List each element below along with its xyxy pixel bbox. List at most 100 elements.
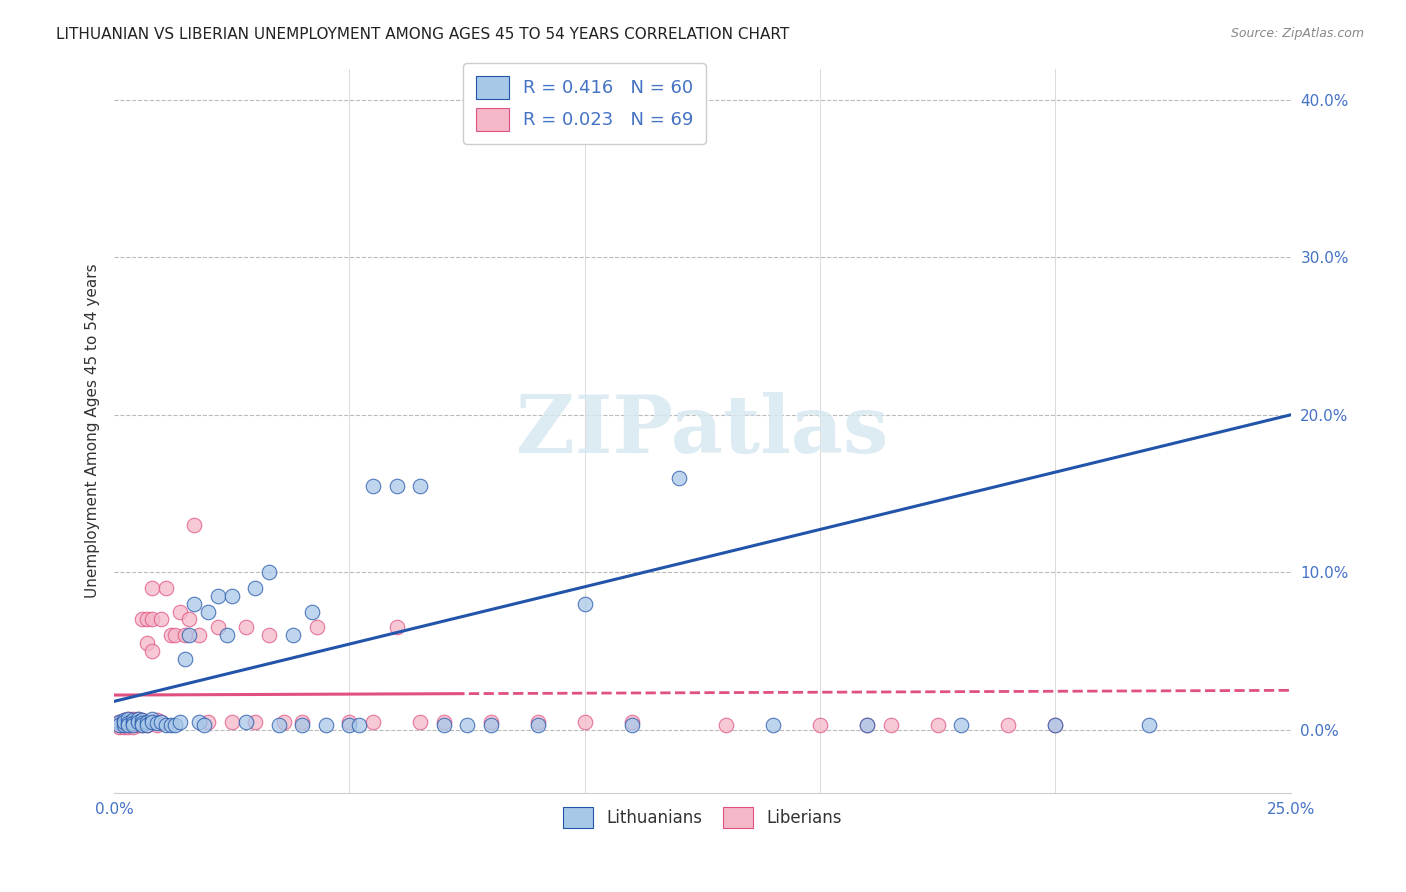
Point xyxy=(1139,718,1161,732)
Point xyxy=(207,589,229,603)
Point xyxy=(762,718,785,732)
Point xyxy=(456,718,478,732)
Point xyxy=(479,718,502,732)
Point xyxy=(856,718,879,732)
Point xyxy=(315,718,337,732)
Point xyxy=(112,718,135,732)
Point xyxy=(620,718,643,732)
Point xyxy=(150,612,173,626)
Point xyxy=(207,620,229,634)
Point xyxy=(179,612,201,626)
Point xyxy=(281,628,304,642)
Point xyxy=(131,718,153,732)
Point xyxy=(155,581,177,595)
Point xyxy=(273,714,295,729)
Point xyxy=(141,581,163,595)
Point xyxy=(141,612,163,626)
Y-axis label: Unemployment Among Ages 45 to 54 years: Unemployment Among Ages 45 to 54 years xyxy=(86,263,100,598)
Point xyxy=(339,714,361,729)
Point xyxy=(131,713,153,727)
Point xyxy=(159,628,181,642)
Point xyxy=(235,714,257,729)
Point xyxy=(187,714,209,729)
Point xyxy=(526,718,548,732)
Point xyxy=(574,597,596,611)
Point xyxy=(361,714,384,729)
Point xyxy=(856,718,879,732)
Point xyxy=(127,716,149,731)
Point xyxy=(267,718,290,732)
Point xyxy=(122,713,145,727)
Point xyxy=(122,712,145,726)
Point xyxy=(108,714,131,729)
Point xyxy=(112,714,135,729)
Point xyxy=(668,471,690,485)
Point xyxy=(1045,718,1067,732)
Point xyxy=(409,714,432,729)
Point xyxy=(574,714,596,729)
Point xyxy=(136,612,159,626)
Point xyxy=(127,714,149,729)
Point xyxy=(193,718,215,732)
Point xyxy=(122,713,145,727)
Point xyxy=(155,718,177,732)
Point xyxy=(117,716,139,731)
Text: Source: ZipAtlas.com: Source: ZipAtlas.com xyxy=(1230,27,1364,40)
Legend: Lithuanians, Liberians: Lithuanians, Liberians xyxy=(557,800,848,835)
Point xyxy=(221,714,243,729)
Point xyxy=(117,716,139,731)
Point xyxy=(127,712,149,726)
Point xyxy=(432,718,454,732)
Point xyxy=(927,718,949,732)
Point xyxy=(361,478,384,492)
Point xyxy=(183,597,205,611)
Point xyxy=(131,718,153,732)
Point xyxy=(122,720,145,734)
Point xyxy=(145,718,167,732)
Point xyxy=(339,718,361,732)
Point xyxy=(141,712,163,726)
Point xyxy=(620,714,643,729)
Point xyxy=(108,714,131,729)
Point xyxy=(385,620,408,634)
Point xyxy=(117,718,139,732)
Point xyxy=(179,628,201,642)
Point xyxy=(409,478,432,492)
Point xyxy=(165,628,187,642)
Point xyxy=(165,718,187,732)
Point xyxy=(145,713,167,727)
Point xyxy=(108,716,131,731)
Point xyxy=(112,720,135,734)
Point xyxy=(117,718,139,732)
Point xyxy=(122,716,145,731)
Point xyxy=(169,714,191,729)
Point xyxy=(112,713,135,727)
Point xyxy=(245,714,267,729)
Point xyxy=(136,718,159,732)
Point xyxy=(1045,718,1067,732)
Point xyxy=(879,718,901,732)
Point xyxy=(117,712,139,726)
Point xyxy=(127,712,149,726)
Text: ZIPatlas: ZIPatlas xyxy=(516,392,889,469)
Point xyxy=(259,628,281,642)
Point xyxy=(714,718,737,732)
Point xyxy=(235,620,257,634)
Point xyxy=(259,566,281,580)
Point xyxy=(108,718,131,732)
Point xyxy=(131,612,153,626)
Point xyxy=(301,605,323,619)
Point xyxy=(291,718,314,732)
Point xyxy=(479,714,502,729)
Point xyxy=(997,718,1019,732)
Point xyxy=(127,718,149,732)
Point xyxy=(347,718,370,732)
Point xyxy=(221,589,243,603)
Point xyxy=(117,720,139,734)
Point xyxy=(136,714,159,729)
Point xyxy=(136,718,159,732)
Point xyxy=(117,714,139,729)
Point xyxy=(150,714,173,729)
Point xyxy=(808,718,831,732)
Point xyxy=(145,716,167,731)
